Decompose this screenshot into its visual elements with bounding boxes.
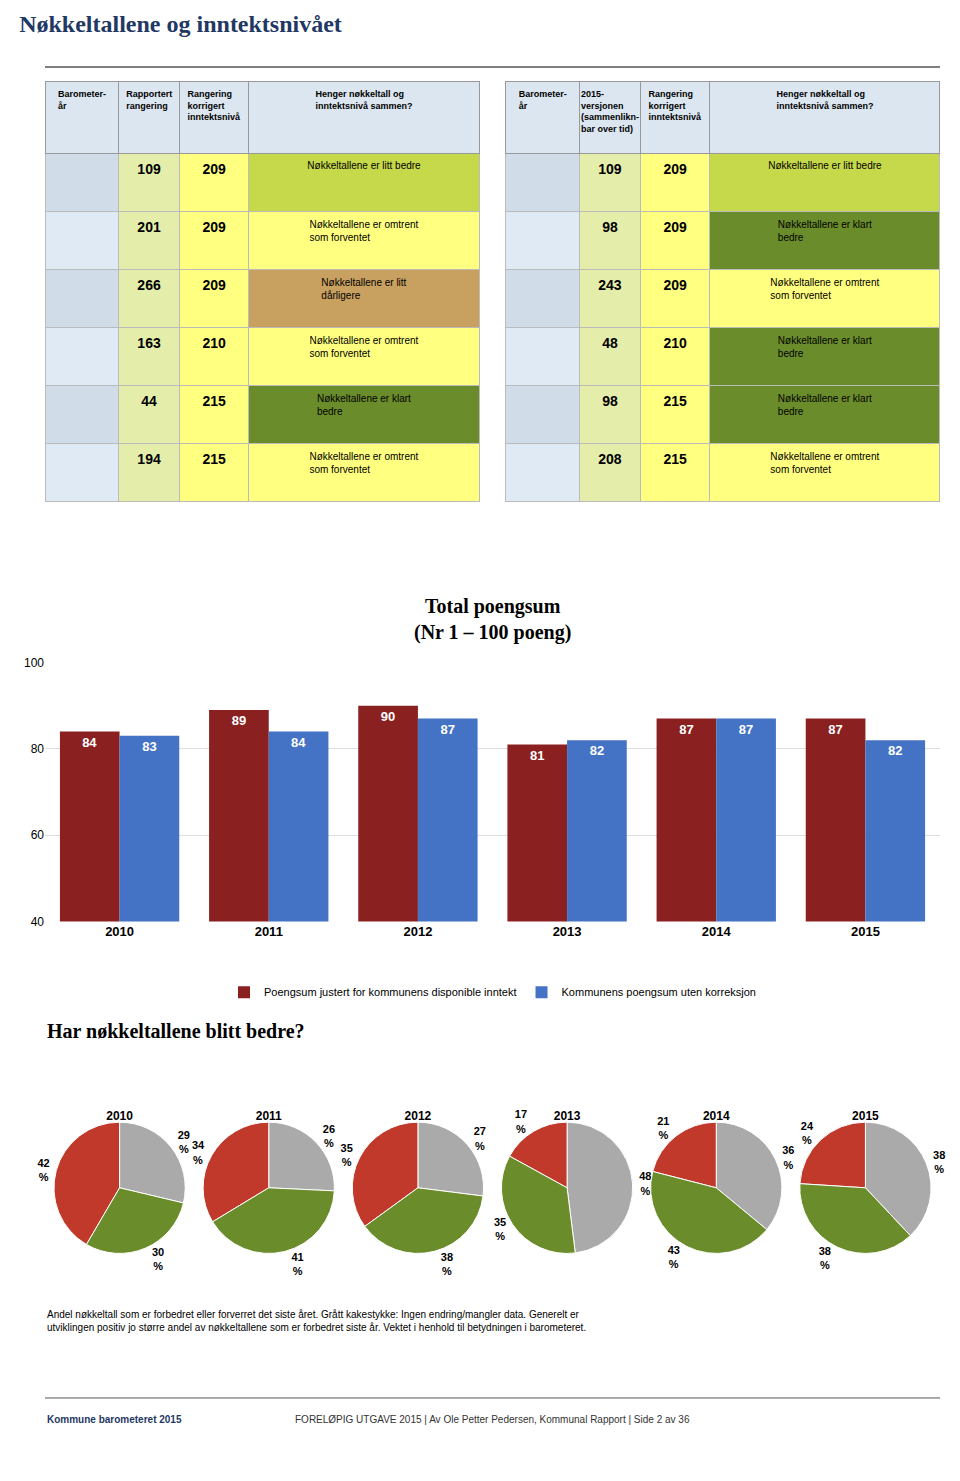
svg-text:34%: 34%: [192, 1139, 205, 1165]
svg-text:Kommunens poengsum uten korrek: Kommunens poengsum uten korreksjon: [562, 986, 756, 998]
svg-text:Nøkkeltallene og inntektsnivåe: Nøkkeltallene og inntektsnivået: [19, 11, 342, 37]
svg-text:Barometer-år: Barometer-år: [519, 89, 567, 111]
svg-text:41%: 41%: [291, 1251, 303, 1277]
svg-text:87: 87: [441, 722, 455, 737]
svg-text:2010: 2010: [106, 1109, 133, 1123]
svg-text:90: 90: [381, 709, 395, 724]
svg-text:87: 87: [828, 722, 842, 737]
svg-text:36%: 36%: [782, 1144, 794, 1170]
svg-text:Poengsum justert for kommunens: Poengsum justert for kommunens disponibl…: [264, 986, 517, 998]
svg-text:Nøkkeltallene er omtrentsom fo: Nøkkeltallene er omtrentsom forventet: [770, 277, 879, 301]
svg-text:209: 209: [202, 219, 226, 235]
svg-text:Rangeringkorrigertinntektsnivå: Rangeringkorrigertinntektsnivå: [648, 89, 702, 122]
svg-text:38%: 38%: [819, 1245, 831, 1271]
svg-text:81: 81: [530, 748, 544, 763]
svg-text:109: 109: [598, 161, 622, 177]
svg-text:Kommune barometeret 2015: Kommune barometeret 2015: [47, 1414, 182, 1425]
svg-text:Nøkkeltallene er klartbedre: Nøkkeltallene er klartbedre: [778, 219, 872, 243]
svg-text:26%: 26%: [323, 1123, 335, 1149]
svg-text:100: 100: [24, 656, 44, 670]
svg-text:163: 163: [137, 335, 161, 351]
svg-text:Henger nøkkeltall oginntektsni: Henger nøkkeltall oginntektsnivå sammen?: [776, 89, 873, 111]
svg-text:2015: 2015: [852, 1109, 879, 1123]
svg-text:40: 40: [31, 915, 45, 929]
svg-text:Nøkkeltallene er omtrentsom fo: Nøkkeltallene er omtrentsom forventet: [309, 335, 418, 359]
svg-text:Nøkkeltallene er omtrentsom fo: Nøkkeltallene er omtrentsom forventet: [770, 451, 879, 475]
svg-text:209: 209: [202, 277, 226, 293]
svg-text:Total poengsum(Nr 1 – 100 poen: Total poengsum(Nr 1 – 100 poeng): [414, 595, 571, 644]
svg-text:Nøkkeltallene er klartbedre: Nøkkeltallene er klartbedre: [778, 335, 872, 359]
svg-text:2012: 2012: [405, 1109, 432, 1123]
svg-text:24%: 24%: [801, 1120, 814, 1146]
svg-text:210: 210: [202, 335, 226, 351]
svg-text:2014: 2014: [702, 924, 732, 939]
svg-text:208: 208: [598, 451, 622, 467]
svg-text:Har nøkkeltallene blitt bedre?: Har nøkkeltallene blitt bedre?: [47, 1020, 305, 1042]
svg-text:2012: 2012: [403, 924, 432, 939]
svg-text:209: 209: [663, 277, 687, 293]
svg-text:Nøkkeltallene er klartbedre: Nøkkeltallene er klartbedre: [317, 393, 411, 417]
svg-text:215: 215: [663, 451, 687, 467]
svg-text:Rapportertrangering: Rapportertrangering: [126, 89, 172, 111]
svg-text:209: 209: [663, 219, 687, 235]
svg-text:30%: 30%: [152, 1246, 164, 1272]
svg-text:42%: 42%: [37, 1157, 49, 1183]
svg-text:2011: 2011: [256, 1109, 282, 1123]
svg-text:2013: 2013: [553, 924, 582, 939]
svg-text:Nøkkeltallene er omtrentsom fo: Nøkkeltallene er omtrentsom forventet: [309, 219, 418, 243]
svg-text:Rangeringkorrigertinntektsnivå: Rangeringkorrigertinntektsnivå: [188, 89, 242, 122]
svg-text:48: 48: [602, 335, 618, 351]
svg-text:82: 82: [590, 743, 604, 758]
svg-text:35%: 35%: [494, 1216, 506, 1242]
svg-text:2015-versjonen(sammenlikn-bar: 2015-versjonen(sammenlikn-bar over tid): [581, 89, 639, 134]
svg-text:89: 89: [232, 713, 246, 728]
svg-text:35%: 35%: [341, 1142, 353, 1168]
svg-text:80: 80: [31, 742, 45, 756]
svg-text:17%: 17%: [515, 1108, 527, 1134]
svg-text:98: 98: [602, 219, 618, 235]
svg-text:194: 194: [137, 451, 161, 467]
svg-text:60: 60: [31, 828, 45, 842]
svg-text:201: 201: [137, 219, 161, 235]
svg-text:38%: 38%: [933, 1149, 945, 1175]
svg-text:44: 44: [141, 393, 157, 409]
svg-text:Nøkkeltallene er litt bedre: Nøkkeltallene er litt bedre: [768, 160, 882, 171]
svg-text:87: 87: [679, 722, 693, 737]
svg-text:21%: 21%: [657, 1115, 669, 1141]
svg-text:84: 84: [291, 735, 306, 750]
svg-text:83: 83: [142, 739, 156, 754]
svg-text:87: 87: [739, 722, 753, 737]
svg-text:109: 109: [137, 161, 161, 177]
svg-text:38%: 38%: [441, 1251, 453, 1277]
svg-text:2013: 2013: [554, 1109, 581, 1123]
svg-text:215: 215: [663, 393, 687, 409]
svg-text:48%: 48%: [639, 1170, 651, 1196]
svg-text:266: 266: [137, 277, 161, 293]
svg-text:Andel nøkkeltall som er forbed: Andel nøkkeltall som er forbedret eller …: [47, 1309, 586, 1333]
svg-text:27%: 27%: [474, 1125, 486, 1151]
svg-text:215: 215: [202, 393, 226, 409]
svg-text:Nøkkeltallene er omtrentsom fo: Nøkkeltallene er omtrentsom forventet: [309, 451, 418, 475]
svg-text:Henger nøkkeltall oginntektsni: Henger nøkkeltall oginntektsnivå sammen?: [315, 89, 412, 111]
svg-text:FORELØPIG UTGAVE 2015 | Av Ole: FORELØPIG UTGAVE 2015 | Av Ole Petter Pe…: [295, 1414, 690, 1425]
svg-text:209: 209: [663, 161, 687, 177]
svg-text:243: 243: [598, 277, 622, 293]
svg-text:210: 210: [663, 335, 687, 351]
svg-text:2014: 2014: [703, 1109, 730, 1123]
svg-text:98: 98: [602, 393, 618, 409]
svg-text:Nøkkeltallene er littdårligere: Nøkkeltallene er littdårligere: [321, 277, 406, 301]
svg-text:82: 82: [888, 743, 902, 758]
svg-text:Nøkkeltallene er litt bedre: Nøkkeltallene er litt bedre: [307, 160, 421, 171]
svg-text:2011: 2011: [255, 924, 283, 939]
svg-text:Barometer-år: Barometer-år: [58, 89, 106, 111]
svg-text:Nøkkeltallene er klartbedre: Nøkkeltallene er klartbedre: [778, 393, 872, 417]
svg-text:29%: 29%: [178, 1129, 190, 1155]
svg-text:215: 215: [202, 451, 226, 467]
svg-text:2010: 2010: [105, 924, 134, 939]
svg-text:43%: 43%: [668, 1244, 680, 1270]
svg-text:209: 209: [202, 161, 226, 177]
svg-text:84: 84: [82, 735, 97, 750]
svg-text:2015: 2015: [851, 924, 880, 939]
